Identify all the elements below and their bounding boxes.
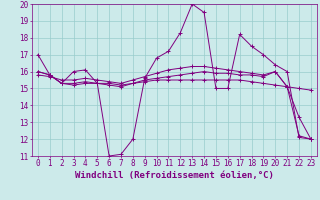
X-axis label: Windchill (Refroidissement éolien,°C): Windchill (Refroidissement éolien,°C): [75, 171, 274, 180]
